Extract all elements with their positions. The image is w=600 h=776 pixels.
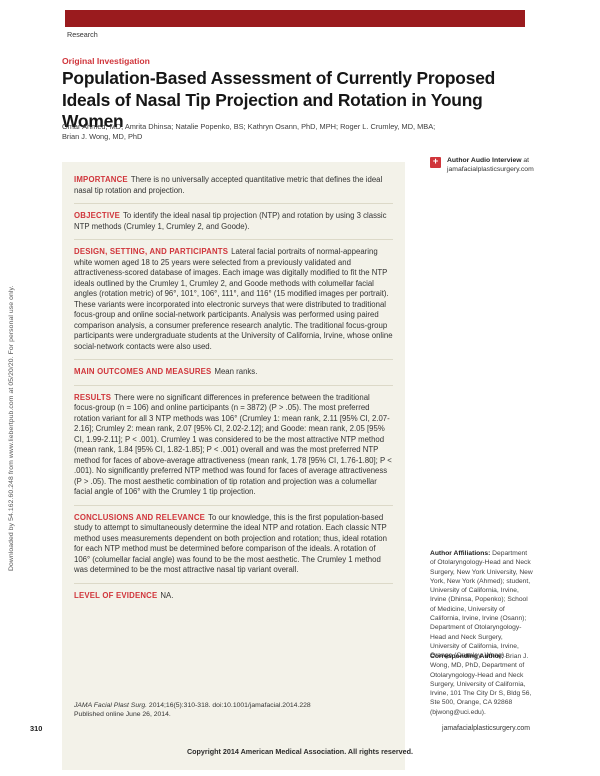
abstract-box: IMPORTANCE There is no universally accept… (62, 162, 405, 770)
section-text: There is no universally accepted quantit… (74, 175, 383, 195)
section-text: Lateral facial portraits of normal-appea… (74, 247, 393, 351)
abstract-section-evidence: LEVEL OF EVIDENCE NA. (74, 582, 393, 602)
section-text: To identify the ideal nasal tip projecti… (74, 211, 387, 231)
section-label: CONCLUSIONS AND RELEVANCE (74, 512, 206, 522)
corresponding-author-text: Brian J. Wong, MD, PhD, Department of Ot… (430, 653, 532, 716)
abstract-section-outcomes: MAIN OUTCOMES AND MEASURES Mean ranks. (74, 359, 393, 378)
section-text: Mean ranks. (214, 367, 258, 376)
audio-interview-title: Author Audio Interview (447, 157, 522, 164)
abstract-section-results: RESULTS There were no significant differe… (74, 384, 393, 498)
section-label: IMPORTANCE (74, 175, 128, 184)
journal-name: JAMA Facial Plast Surg. (74, 702, 148, 709)
download-watermark-text: Downloaded by 54.162.60.248 from www.lie… (8, 285, 15, 571)
section-label: OBJECTIVE (74, 211, 120, 220)
journal-section-label: Research (67, 30, 98, 39)
section-label: RESULTS (74, 392, 112, 402)
corresponding-author: Corresponding Author: Brian J. Wong, MD,… (430, 652, 533, 717)
audio-plus-icon: + (430, 156, 441, 168)
section-text: To our knowledge, this is the first popu… (74, 512, 387, 575)
affiliations-text: Department of Otolaryngology-Head and Ne… (430, 550, 533, 660)
masthead-red-bar (65, 10, 525, 27)
author-byline-line1: Omar Ahmed, MD; Amrita Dhinsa; Natalie P… (62, 122, 436, 131)
citation-line: JAMA Facial Plast Surg. 2014;16(5):310-3… (74, 701, 404, 710)
published-online-line: Published online June 26, 2014. (74, 711, 171, 719)
journal-website: jamafacialplasticsurgery.com (442, 725, 530, 732)
article-type-label: Original Investigation (62, 56, 150, 66)
section-text: NA. (160, 590, 174, 600)
audio-interview-at: at (523, 157, 530, 164)
page-number: 310 (30, 724, 43, 733)
section-label: DESIGN, SETTING, AND PARTICIPANTS (74, 247, 229, 256)
author-affiliations: Author Affiliations: Department of Otola… (430, 549, 533, 661)
section-label: MAIN OUTCOMES AND MEASURES (74, 367, 212, 376)
article-citation: JAMA Facial Plast Surg. 2014;16(5):310-3… (74, 701, 404, 719)
author-audio-interview: + Author Audio Interview at jamafacialpl… (430, 156, 540, 174)
audio-interview-link[interactable]: jamafacialplasticsurgery.com (447, 166, 534, 174)
citation-details: 2014;16(5):310-318. doi:10.1001/jamafaci… (148, 702, 311, 709)
corresponding-author-label: Corresponding Author: (430, 653, 504, 660)
abstract-section-conclusions: CONCLUSIONS AND RELEVANCE To our knowledg… (74, 504, 393, 576)
affiliations-label: Author Affiliations: (430, 550, 491, 557)
abstract-section-objective: OBJECTIVE To identify the ideal nasal tip… (74, 203, 393, 232)
article-title: Population-Based Assessment of Currently… (62, 68, 496, 131)
author-byline-line2: Brian J. Wong, MD, PhD (62, 131, 143, 141)
audio-interview-text: Author Audio Interview at jamafacialplas… (447, 156, 537, 174)
section-label: LEVEL OF EVIDENCE (74, 590, 158, 600)
abstract-section-design: DESIGN, SETTING, AND PARTICIPANTS Lateral… (74, 239, 393, 352)
author-byline: Omar Ahmed, MD; Amrita Dhinsa; Natalie P… (62, 122, 502, 141)
copyright-notice: Copyright 2014 American Medical Associat… (186, 747, 414, 756)
abstract-section-importance: IMPORTANCE There is no universally accept… (74, 175, 393, 196)
section-text: There were no significant differences in… (74, 392, 392, 497)
